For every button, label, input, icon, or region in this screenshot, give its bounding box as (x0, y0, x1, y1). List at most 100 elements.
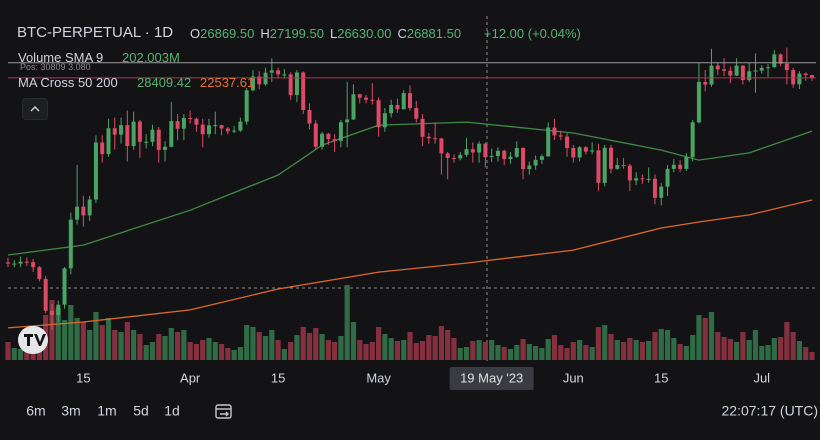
position-readout: Pos: 30809 3.080 (20, 62, 91, 72)
calendar-icon[interactable] (215, 404, 232, 419)
candle-body (451, 157, 456, 159)
candle-body (401, 93, 406, 110)
volume-bar (620, 342, 627, 360)
moving-average (7, 199, 813, 329)
candle-body (791, 70, 796, 85)
crosshair-label: 19 May '23 (460, 370, 523, 385)
candle-body (194, 118, 199, 125)
volume-bar (105, 318, 112, 360)
candle-body (583, 147, 588, 152)
candle-body (521, 147, 526, 170)
volume-bar (708, 312, 715, 360)
candle-body (332, 139, 337, 141)
volume-label: Volume SMA 9 (18, 50, 104, 65)
candle-body (213, 125, 218, 127)
range-button[interactable]: 5d (133, 403, 149, 419)
volume-bar (87, 330, 93, 360)
volume-bar (564, 348, 570, 360)
candle-body (514, 147, 519, 157)
candle-body (527, 165, 532, 170)
volume-bar (646, 341, 652, 360)
volume-bar (363, 344, 369, 360)
volume-bar (156, 334, 162, 360)
volume-bar (652, 332, 658, 360)
range-button[interactable]: 1m (97, 403, 116, 419)
candle-body (778, 54, 783, 64)
candle-body (75, 206, 80, 220)
volume-bar (231, 350, 237, 360)
candle-body (150, 129, 155, 142)
volume-bar (74, 318, 80, 360)
candle-body (81, 206, 86, 216)
candle-body (558, 135, 563, 137)
calendar-frame (215, 404, 232, 419)
volume-bar (206, 338, 212, 360)
candle-body (439, 138, 444, 154)
candle-body (244, 90, 249, 122)
volume-bar (419, 341, 426, 360)
candle-body (571, 147, 576, 158)
candle-body (577, 147, 582, 158)
x-tick-label: 15 (271, 370, 285, 385)
candle-body (169, 121, 174, 147)
ohlc-value: 27199.50 (269, 26, 324, 41)
volume-bar (570, 342, 576, 360)
volume-bar (589, 347, 595, 360)
candle-body (119, 125, 124, 135)
volume-bar (759, 346, 765, 360)
candle-body (464, 149, 469, 155)
candle-body (495, 150, 500, 157)
logo (18, 326, 48, 354)
volume-bar (489, 340, 495, 360)
volume-bar (809, 352, 815, 360)
volume-bar (658, 329, 664, 360)
volume-bar (507, 349, 514, 360)
candle-body (671, 164, 676, 169)
range-button[interactable]: 6m (26, 403, 45, 419)
volume-bar (501, 347, 507, 360)
volume-bar (470, 341, 476, 360)
crosshair-label-box (449, 367, 534, 390)
volume-bar (225, 348, 231, 360)
volume-bar (702, 318, 708, 360)
volume-bar (595, 327, 602, 360)
volume-bar (61, 320, 68, 360)
candle-body (364, 97, 369, 100)
collapse-button[interactable] (22, 98, 48, 120)
candle-body (634, 178, 639, 181)
candle-body (659, 186, 664, 198)
range-button[interactable]: 3m (61, 403, 80, 419)
candle-body (690, 122, 695, 157)
volume-bar (187, 342, 193, 360)
candle-body (181, 118, 186, 129)
position-label: Pos: 30809 (20, 62, 66, 72)
candle-body (703, 81, 708, 85)
volume-bar (727, 339, 733, 360)
volume-bar (545, 339, 551, 360)
volume-bar (533, 346, 539, 360)
volume-bar (696, 315, 702, 360)
candle-body (156, 129, 161, 150)
logo-badge (18, 326, 48, 354)
candle-body (37, 267, 42, 280)
volume-bar (118, 332, 124, 360)
candle-body (276, 70, 281, 75)
volume-bar (495, 345, 501, 360)
candle-body (106, 128, 111, 155)
candle-body (263, 72, 268, 85)
volume-bar (319, 334, 325, 360)
candle-body (31, 262, 36, 268)
volume-bar (551, 335, 558, 360)
candle-body (49, 310, 54, 315)
candle-body (351, 94, 356, 120)
volume-bar (558, 345, 564, 360)
candle-body (301, 72, 306, 110)
candle-body (294, 72, 299, 96)
range-button[interactable]: 1d (164, 403, 180, 419)
volume-bar (200, 340, 206, 360)
candle-body (68, 219, 73, 269)
volume-bar (438, 326, 445, 360)
